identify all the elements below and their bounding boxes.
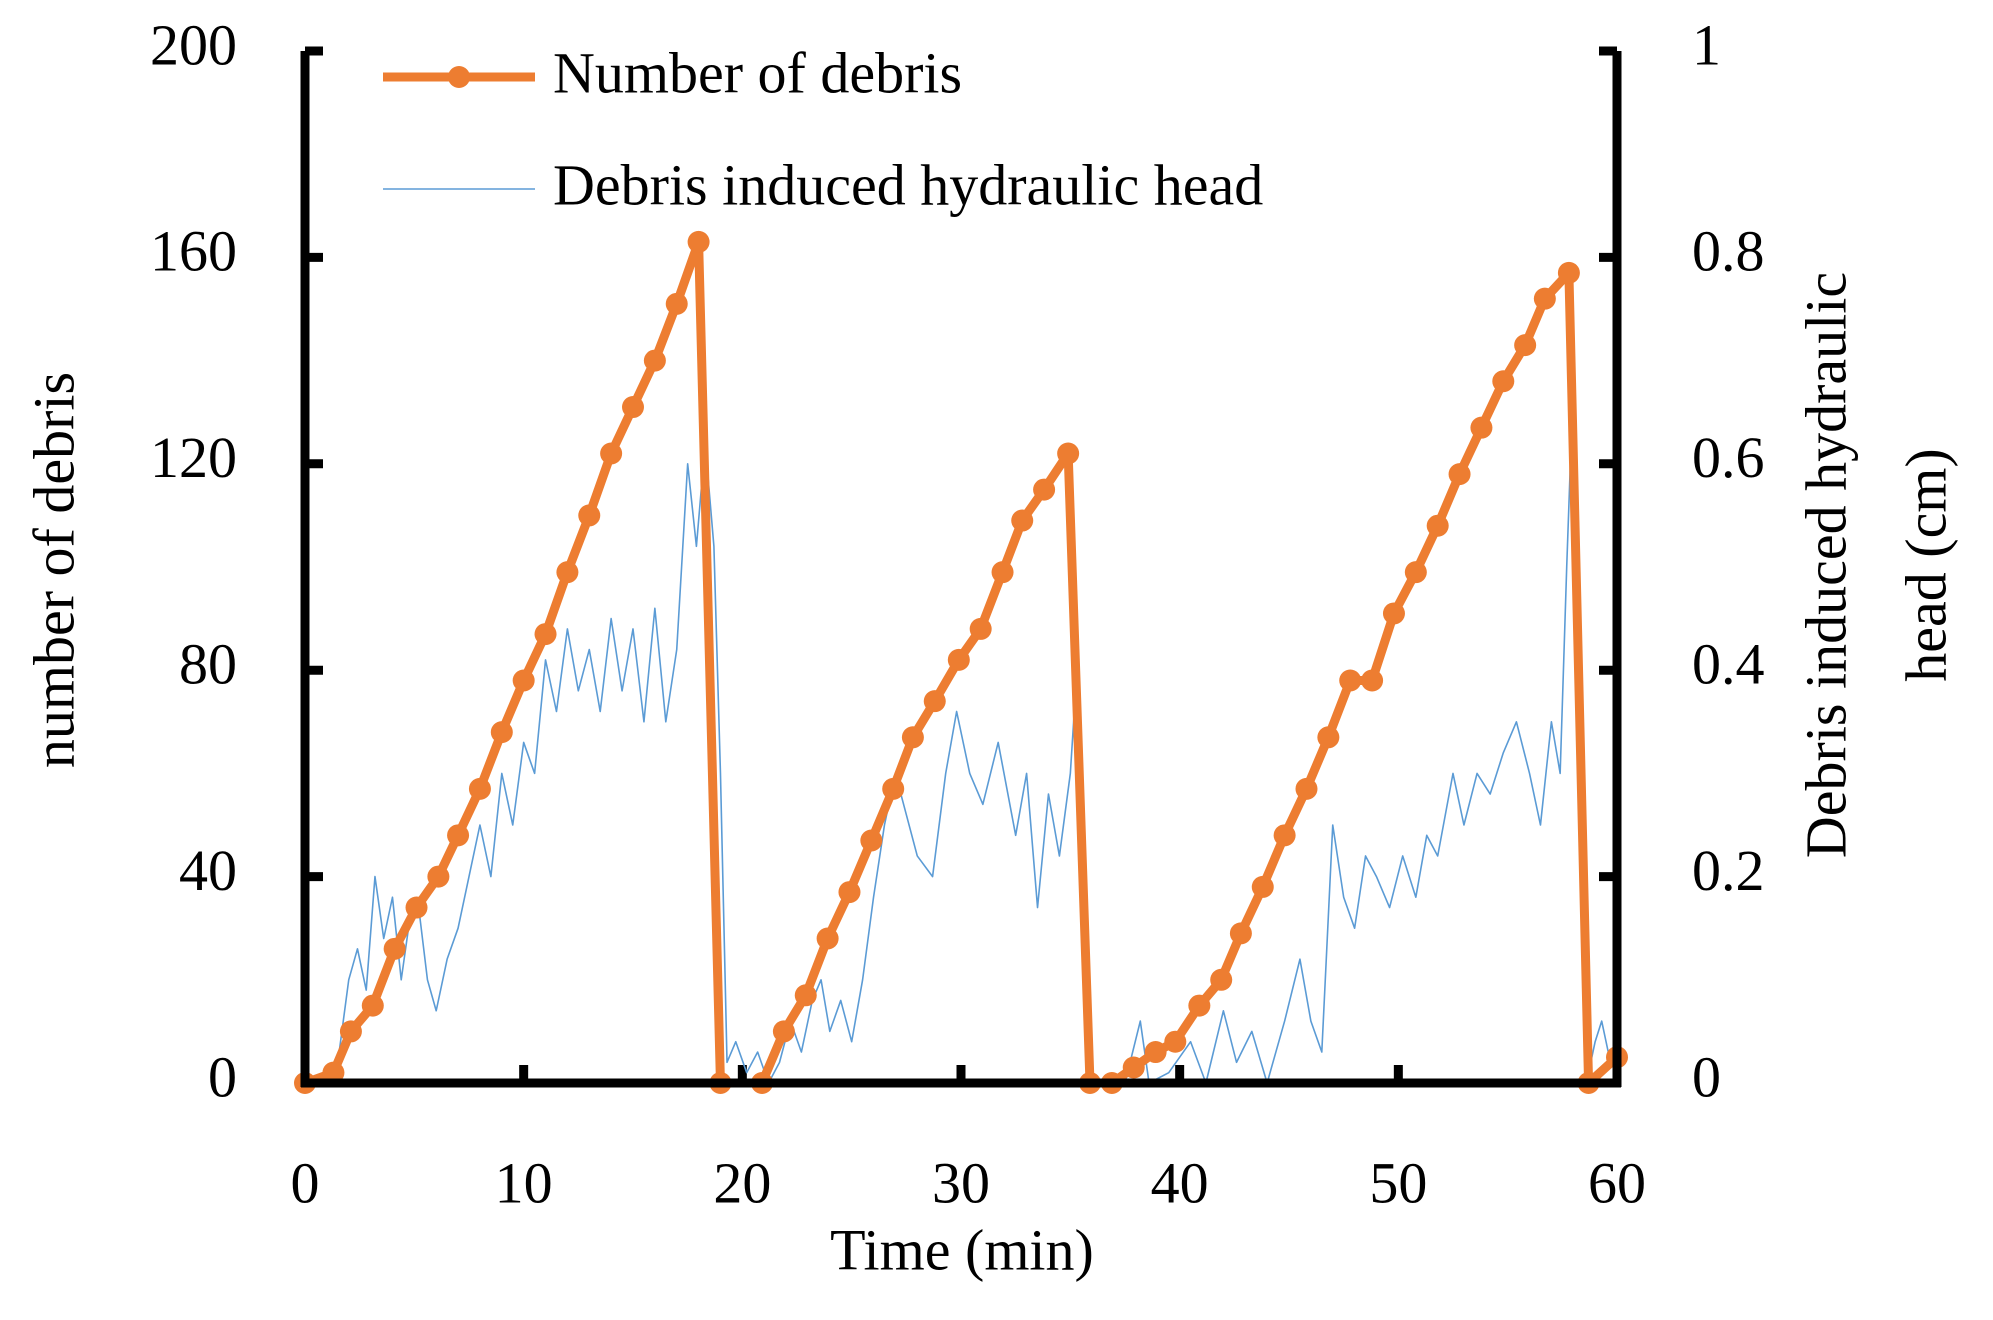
series-marker <box>794 984 817 1007</box>
series-marker <box>1164 1030 1187 1053</box>
series-marker <box>600 442 623 465</box>
series-line <box>326 442 1618 1084</box>
y-tick-label: 200 <box>150 12 237 77</box>
series-marker <box>339 1020 362 1043</box>
series-marker <box>361 994 384 1017</box>
series-marker <box>687 230 710 253</box>
x-tick-label: 0 <box>291 1150 320 1215</box>
series-marker <box>1339 669 1362 692</box>
x-tick-label: 60 <box>1588 1150 1646 1215</box>
series-marker <box>882 777 905 800</box>
series-marker <box>816 927 839 950</box>
series-marker <box>860 829 883 852</box>
series-marker <box>901 726 924 749</box>
x-axis-label: Time (min) <box>830 1217 1094 1282</box>
series-marker <box>923 690 946 713</box>
x-tick-label: 20 <box>713 1150 771 1215</box>
series-marker <box>1144 1041 1167 1064</box>
series-marker <box>512 669 535 692</box>
series-marker <box>1361 669 1384 692</box>
series-marker <box>991 561 1014 584</box>
y-tick-label: 160 <box>150 219 237 284</box>
series-marker <box>1229 922 1252 945</box>
series-marker <box>383 937 406 960</box>
series-marker <box>665 292 688 315</box>
series-marker <box>622 396 644 419</box>
y-axis-label: number of debris <box>21 372 86 768</box>
series-marker <box>556 561 579 584</box>
series-marker <box>969 617 992 640</box>
series-marker <box>1557 261 1580 284</box>
series-marker <box>1448 463 1471 486</box>
series-marker <box>838 881 861 904</box>
y2-axis-label: head (cm) <box>1893 448 1958 681</box>
series-marker <box>447 824 470 847</box>
series-marker <box>1533 287 1556 310</box>
x-tick-label: 10 <box>495 1150 553 1215</box>
y2-tick-label: 0.6 <box>1692 425 1765 490</box>
series-marker <box>1210 968 1233 991</box>
x-tick-label: 40 <box>1151 1150 1209 1215</box>
y-tick-label: 120 <box>150 425 237 490</box>
x-tick-label: 30 <box>932 1150 990 1215</box>
x-tick-label: 50 <box>1369 1150 1427 1215</box>
series-marker <box>1273 824 1296 847</box>
series-marker <box>322 1061 345 1084</box>
y2-tick-label: 0 <box>1692 1044 1721 1109</box>
legend-label: Debris induced hydraulic head <box>553 152 1263 217</box>
series-marker <box>405 896 428 919</box>
series-marker <box>1057 442 1080 465</box>
y2-tick-label: 0.2 <box>1692 838 1765 903</box>
y-tick-label: 80 <box>179 632 237 697</box>
series-marker <box>1295 777 1318 800</box>
series-marker <box>427 865 450 888</box>
legend-marker <box>448 66 470 88</box>
series-marker <box>1011 509 1034 532</box>
series-marker <box>1492 370 1515 393</box>
series-marker <box>772 1020 795 1043</box>
series-marker <box>1404 561 1427 584</box>
series-marker <box>490 721 513 744</box>
y2-axis-label: Debris induced hydraulic <box>1793 272 1858 858</box>
series-marker <box>578 504 601 527</box>
series-marker <box>947 648 970 671</box>
series-marker <box>643 349 666 372</box>
series-marker <box>1317 726 1340 749</box>
y-tick-label: 0 <box>208 1044 237 1109</box>
series-marker <box>1514 334 1537 357</box>
series-marker <box>1470 416 1493 439</box>
y2-tick-label: 0.4 <box>1692 632 1765 697</box>
y-tick-label: 40 <box>179 838 237 903</box>
series-marker <box>1033 478 1056 501</box>
series-marker <box>468 777 491 800</box>
series-marker <box>534 623 557 646</box>
y2-tick-label: 1 <box>1692 12 1721 77</box>
series-marker <box>1251 875 1274 898</box>
series-marker <box>1382 602 1405 625</box>
legend-label: Number of debris <box>553 40 962 105</box>
series-marker <box>1188 994 1211 1017</box>
series-marker <box>1122 1056 1145 1079</box>
y2-tick-label: 0.8 <box>1692 219 1765 284</box>
series-marker <box>1426 514 1449 537</box>
